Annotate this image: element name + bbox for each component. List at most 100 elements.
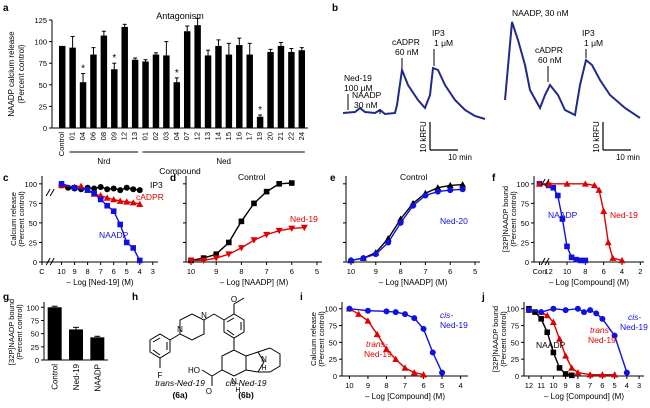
- axis-break: [45, 257, 55, 266]
- bar: [111, 69, 118, 128]
- data-point: [595, 186, 603, 193]
- data-point: [401, 364, 409, 371]
- bar: [183, 31, 191, 128]
- y-tick-label: 25: [521, 238, 529, 247]
- bar: [215, 45, 222, 128]
- data-point: [586, 371, 594, 378]
- panel-letter: j: [481, 292, 485, 303]
- x-tick-label: 4: [459, 381, 463, 390]
- legend-label: Control: [400, 172, 428, 182]
- axis-break: [540, 257, 550, 266]
- y-tick-label: 50: [511, 338, 519, 347]
- data-point: [598, 371, 606, 378]
- data-point: [574, 369, 582, 376]
- data-point: [392, 355, 400, 362]
- bond-line: [233, 297, 245, 314]
- data-point: [91, 190, 97, 196]
- data-point: [103, 194, 111, 201]
- atom-label: HO: [188, 366, 200, 375]
- x-tick-label: 04: [78, 132, 87, 140]
- y-tick-label: 75: [521, 199, 529, 208]
- panel-letter: c: [3, 173, 9, 184]
- x-tick-label: 5: [315, 267, 319, 276]
- data-point: [382, 345, 390, 352]
- axis-break: [540, 178, 550, 187]
- bar: [204, 55, 212, 129]
- data-point: [97, 183, 104, 190]
- x-axis-label: – Log [NAADP] (M): [220, 278, 289, 287]
- x-tick-label: C: [39, 267, 45, 276]
- legend-label: cis-: [628, 312, 641, 322]
- bar: [225, 54, 233, 129]
- y-tick-label: 50: [329, 338, 337, 347]
- data-point: [355, 310, 363, 317]
- x-tick-label: 12: [525, 381, 533, 390]
- data-point: [545, 180, 553, 187]
- data-point: [532, 309, 538, 315]
- series-line: [539, 183, 623, 262]
- legend-label: Ned-19: [364, 349, 392, 359]
- x-tick-label: 10: [563, 267, 571, 276]
- scale-label: 10 kRFU: [592, 121, 601, 153]
- bar: [90, 54, 97, 129]
- data-point: [373, 330, 381, 338]
- atom-label: N: [201, 311, 207, 320]
- bar: [47, 307, 62, 360]
- data-point: [226, 239, 232, 246]
- data-point: [212, 255, 220, 262]
- y-tick-label: 0: [515, 372, 519, 381]
- y-tick-label: 75: [31, 316, 39, 325]
- panel-e: e 10 9 8 7 6 5 – Log [NAADP] (M) Control Ned-20: [330, 172, 480, 287]
- x-tick-label: 10: [347, 267, 355, 276]
- x-tick-label: 10: [57, 267, 65, 276]
- y-tick-label: 25: [39, 102, 47, 111]
- x-tick-label: 11: [537, 381, 545, 390]
- data-point: [383, 308, 390, 315]
- legend-label: trans-: [590, 325, 612, 335]
- y-axis-label: (Percent control): [17, 191, 26, 247]
- bar: [236, 45, 243, 128]
- panel-c: c 0 25 50 75 100 C 10 9 8 7 6 5 4 3 – Log [Ned-19] (M) C…: [3, 173, 164, 287]
- bar: [142, 61, 149, 128]
- group-label: Ned: [216, 157, 231, 166]
- x-tick-label: 8: [583, 267, 587, 276]
- x-tick-label: 5: [440, 381, 444, 390]
- trace-line-1: [342, 66, 486, 120]
- y-tick-label: 100: [24, 180, 37, 189]
- y-axis-label: (Percent control): [509, 191, 518, 247]
- x-tick-label: 7: [423, 267, 427, 276]
- bar: [79, 82, 87, 128]
- y-axis-label: [32P]NAADP bound: [491, 306, 500, 372]
- annotation-text: IP3: [582, 28, 595, 38]
- legend-label: Ned-19: [610, 210, 638, 220]
- scale-label: 10 min: [616, 153, 640, 162]
- legend-label: trans-: [366, 339, 388, 349]
- x-tick-label: 8: [239, 267, 243, 276]
- bar: [131, 59, 139, 128]
- scale-label: 10 min: [448, 153, 472, 162]
- annotation-text: 60 nM: [538, 55, 562, 65]
- legend-label: IP3: [150, 180, 163, 190]
- y-axis-label: (Percent control): [17, 44, 26, 103]
- data-point: [117, 221, 124, 228]
- atom-label: F: [158, 371, 163, 380]
- data-point: [559, 216, 566, 222]
- group-label: Nrd: [97, 157, 110, 166]
- x-tick-label: 7: [99, 267, 103, 276]
- data-point: [77, 182, 85, 189]
- data-point: [573, 256, 579, 263]
- annotation-text: NAADP: [352, 90, 382, 100]
- x-tick-label: 14: [213, 132, 222, 140]
- bar: [256, 116, 264, 128]
- y-tick-label: 100: [506, 305, 519, 314]
- x-tick-label: 10: [549, 381, 557, 390]
- bar: [90, 337, 105, 360]
- bond-line: [257, 347, 281, 373]
- atom-label: O: [206, 387, 212, 396]
- y-tick-label: 100: [516, 180, 529, 189]
- y-tick-label: 0: [35, 356, 39, 365]
- data-point: [250, 237, 258, 244]
- x-tick-label: 12: [544, 267, 552, 276]
- x-tick-label: Control: [51, 364, 60, 390]
